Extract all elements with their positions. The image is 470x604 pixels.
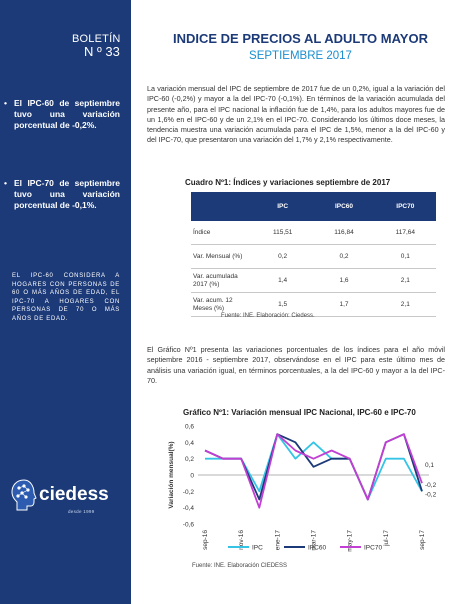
y-tick-label: 0,4: [185, 440, 194, 447]
bullet-dot: •: [4, 98, 7, 108]
chart-svg: -0,6 -0,4 -0,2 0 0,2 0,4 0,6 Variación mensual(…: [168, 424, 437, 552]
table-row: Var. Mensual (%) 0,2 0,2 0,1: [191, 244, 436, 269]
series-line-ipc70: [204, 433, 423, 509]
table-source: Fuente: INE. Elaboración: Ciedess.: [221, 313, 315, 319]
table-row: Var. acumulada 2017 (%) 1,4 1,6 2,1: [191, 268, 436, 293]
sidebar: BOLETÍN N º 33 • El IPC-60 de septiembre…: [0, 0, 131, 604]
table-header-cell: IPC70: [374, 192, 436, 221]
table-cell: 1,5: [252, 292, 314, 317]
head-profile-icon: [11, 479, 37, 511]
bullet-dot: •: [4, 178, 7, 188]
table-header-row: IPC IPC60 IPC70: [191, 192, 436, 221]
legend-label: IPC70: [364, 545, 382, 552]
legend-label: IPC: [252, 545, 263, 552]
table-header-cell: IPC: [252, 192, 314, 221]
chart-source: Fuente: INE. Elaboración CIEDESS: [192, 563, 288, 569]
table-cell: 2,1: [374, 292, 436, 317]
table-cell: 2,1: [374, 268, 436, 293]
y-tick-label: 0,6: [185, 424, 194, 431]
table-header-cell: IPC60: [313, 192, 375, 221]
end-data-label: 0,1: [425, 462, 434, 469]
table-caption: Cuadro Nº1: Índices y variaciones septie…: [185, 178, 391, 187]
x-tick-label: sep-17: [419, 530, 426, 550]
table-cell: 1,4: [252, 268, 314, 293]
bullet-text: El IPC-70 de septiembre tuvo una variaci…: [14, 178, 120, 210]
table-cell: 0,2: [252, 244, 314, 269]
x-tick-label: nov-16: [238, 530, 245, 550]
y-tick-label: -0,2: [183, 489, 195, 496]
row-label: Índice: [191, 221, 252, 245]
y-tick-label: 0,2: [185, 456, 194, 463]
boletin-label: BOLETÍN: [72, 33, 121, 45]
x-tick-label: jul-17: [383, 530, 390, 547]
end-data-label: -0,2: [425, 482, 437, 489]
chart-intro-paragraph: El Gráfico Nº1 presenta las variaciones …: [147, 345, 445, 385]
indices-table: IPC IPC60 IPC70 Índice 115,51 116,84 117…: [191, 192, 436, 317]
table-row: Índice 115,51 116,84 117,64: [191, 221, 436, 245]
logo-brand: ciedess: [39, 484, 109, 505]
table-header-cell: [191, 192, 252, 221]
table-cell: 0,2: [313, 244, 375, 269]
end-data-label: -0,2: [425, 491, 437, 498]
series-line-ipc60: [204, 433, 423, 501]
highlight-bullet-ipc70: • El IPC-70 de septiembre tuvo una varia…: [4, 178, 120, 211]
y-tick-label: 0: [190, 473, 194, 480]
legend-label: IPC60: [308, 545, 326, 552]
bullet-text: El IPC-60 de septiembre tuvo una variaci…: [14, 98, 120, 130]
table-cell: 116,84: [313, 221, 375, 245]
intro-paragraph: La variación mensual del IPC de septiemb…: [147, 84, 445, 145]
table-cell: 1,6: [313, 268, 375, 293]
line-chart: -0,6 -0,4 -0,2 0 0,2 0,4 0,6 Variación mensual(…: [156, 420, 456, 560]
table-cell: 1,7: [313, 292, 375, 317]
table-cell: 117,64: [374, 221, 436, 245]
ciedess-logo: ciedess desde 1999: [10, 478, 120, 518]
y-axis-label: Variación mensual(%): [168, 441, 175, 508]
x-tick-label: may-17: [347, 530, 354, 552]
y-tick-label: -0,4: [183, 505, 195, 512]
table-cell: 0,1: [374, 244, 436, 269]
highlight-bullet-ipc60: • El IPC-60 de septiembre tuvo una varia…: [4, 98, 120, 131]
page-title: INDICE DE PRECIOS AL ADULTO MAYOR: [173, 31, 428, 46]
table-row: Var. acum. 12 Meses (%) 1,5 1,7 2,1: [191, 292, 436, 317]
x-tick-label: ene-17: [274, 530, 281, 551]
definition-note: EL IPC-60 CONSIDERA A HOGARES CON PERSON…: [12, 273, 120, 322]
page-subtitle: SEPTIEMBRE 2017: [249, 50, 352, 62]
row-label: Var. acumulada 2017 (%): [191, 268, 252, 293]
x-tick-label: sep-16: [202, 530, 209, 550]
y-tick-label: -0,6: [183, 522, 195, 529]
boletin-number: N º 33: [84, 44, 120, 59]
chart-caption: Gráfico Nº1: Variación mensual IPC Nacio…: [183, 408, 416, 417]
logo-tagline: desde 1999: [68, 509, 95, 514]
row-label: Var. Mensual (%): [191, 244, 252, 269]
x-tick-label: mar-17: [311, 530, 318, 551]
table-cell: 115,51: [252, 221, 314, 245]
row-label: Var. acum. 12 Meses (%): [191, 292, 252, 317]
